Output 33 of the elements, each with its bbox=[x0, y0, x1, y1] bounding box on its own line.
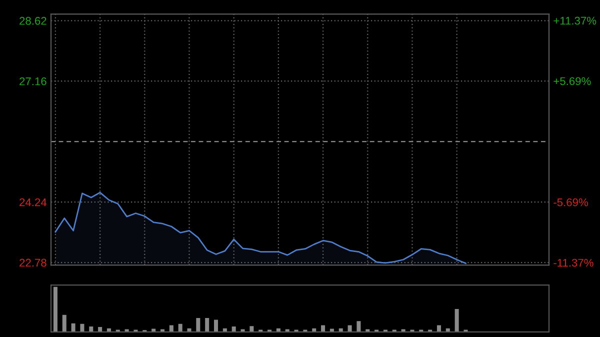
bar bbox=[53, 286, 58, 332]
bar bbox=[232, 326, 236, 332]
bar bbox=[124, 329, 129, 332]
bar bbox=[401, 329, 406, 332]
bar bbox=[205, 318, 210, 332]
bar bbox=[321, 325, 326, 332]
y2-tick-label: +5.69% bbox=[554, 77, 591, 86]
y-tick-label: 22.78 bbox=[20, 258, 46, 267]
bar bbox=[196, 318, 200, 332]
bar bbox=[89, 326, 94, 332]
bar bbox=[240, 329, 245, 332]
y2-tick-label: -5.69% bbox=[554, 198, 588, 206]
bar bbox=[356, 321, 361, 332]
bar bbox=[285, 329, 290, 332]
bar bbox=[178, 324, 182, 332]
bar bbox=[98, 326, 102, 332]
bar bbox=[160, 329, 164, 332]
bar bbox=[436, 325, 441, 332]
bar bbox=[214, 320, 218, 332]
bar bbox=[366, 329, 370, 332]
y2-tick-label: -11.37% bbox=[554, 258, 594, 267]
y2-tick-label: +11.37% bbox=[554, 16, 596, 25]
bar bbox=[348, 325, 352, 332]
bar bbox=[80, 324, 84, 332]
y-tick-label: 24.24 bbox=[20, 198, 47, 206]
bar bbox=[169, 325, 174, 332]
bar bbox=[71, 323, 76, 332]
bar bbox=[250, 326, 254, 332]
bar bbox=[62, 314, 66, 332]
y-tick-label: 28.62 bbox=[20, 16, 46, 25]
bar bbox=[187, 328, 192, 332]
bar bbox=[454, 308, 459, 332]
y-tick-label: 27.16 bbox=[20, 77, 46, 86]
